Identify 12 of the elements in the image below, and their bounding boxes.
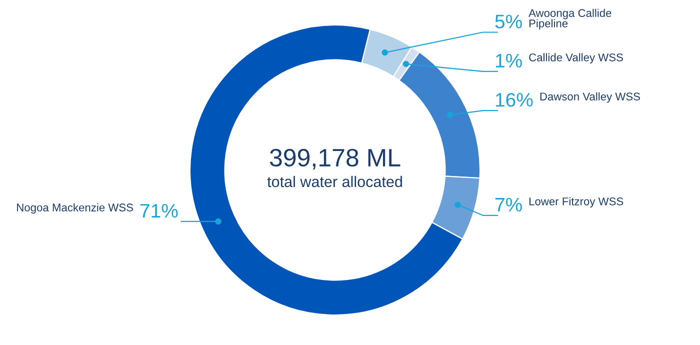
data-label: 7% (495, 198, 522, 212)
slice-label: Awoonga Callide Pipeline (528, 8, 612, 30)
slice-label: Callide Valley WSS (529, 53, 623, 64)
data-label: 71% (140, 204, 178, 218)
data-label: 5% (495, 14, 522, 28)
data-label: 16% (496, 92, 533, 107)
slice-label: Dawson Valley WSS (540, 92, 640, 103)
text: 399,178 ML (270, 148, 400, 170)
text: total water allocated (267, 176, 402, 188)
slice-label: Nogoa Mackenzie WSS (17, 203, 133, 214)
slice-label: Lower Fitzroy WSS (529, 197, 624, 208)
data-label: 1% (496, 54, 522, 68)
